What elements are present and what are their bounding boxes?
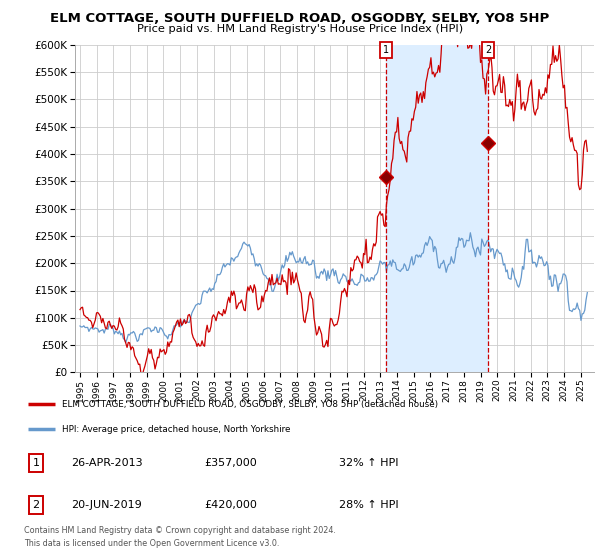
Text: Contains HM Land Registry data © Crown copyright and database right 2024.
This d: Contains HM Land Registry data © Crown c…: [24, 526, 336, 548]
Text: ELM COTTAGE, SOUTH DUFFIELD ROAD, OSGODBY, SELBY, YO8 5HP (detached house): ELM COTTAGE, SOUTH DUFFIELD ROAD, OSGODB…: [62, 400, 438, 409]
Text: 1: 1: [383, 45, 389, 55]
Text: 26-APR-2013: 26-APR-2013: [71, 458, 143, 468]
Text: 32% ↑ HPI: 32% ↑ HPI: [340, 458, 399, 468]
Text: 28% ↑ HPI: 28% ↑ HPI: [340, 500, 399, 510]
Text: £420,000: £420,000: [204, 500, 257, 510]
Text: Price paid vs. HM Land Registry's House Price Index (HPI): Price paid vs. HM Land Registry's House …: [137, 24, 463, 34]
Text: 1: 1: [32, 458, 40, 468]
Text: HPI: Average price, detached house, North Yorkshire: HPI: Average price, detached house, Nort…: [62, 425, 290, 434]
Text: 20-JUN-2019: 20-JUN-2019: [71, 500, 142, 510]
Text: ELM COTTAGE, SOUTH DUFFIELD ROAD, OSGODBY, SELBY, YO8 5HP: ELM COTTAGE, SOUTH DUFFIELD ROAD, OSGODB…: [50, 12, 550, 25]
Text: £357,000: £357,000: [204, 458, 257, 468]
Text: 2: 2: [32, 500, 40, 510]
Bar: [386, 45, 488, 372]
Text: 2: 2: [485, 45, 491, 55]
